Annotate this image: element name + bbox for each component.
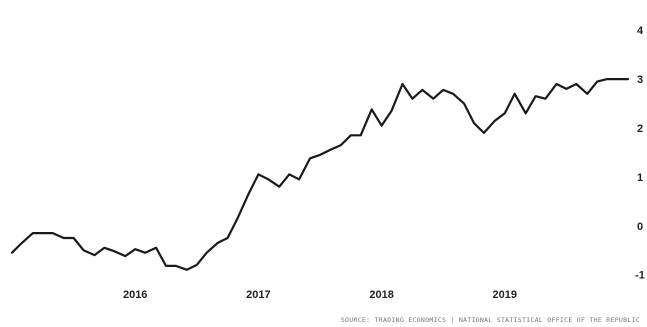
data-point [32,232,34,234]
data-point [278,186,280,188]
y-tick-label: -1 [635,270,645,282]
data-point [186,269,188,271]
data-point [391,110,393,112]
series-line-layer [10,77,630,271]
data-point [175,265,177,267]
data-point [504,112,506,114]
data-point [165,265,167,267]
y-tick-label: 1 [637,172,643,184]
data-point [627,78,629,80]
x-tick-label: 2019 [493,289,517,301]
data-point [442,89,444,91]
data-point [411,98,413,100]
data-point [73,237,75,239]
data-point [575,83,577,85]
y-tick-label: 4 [637,25,644,37]
data-point [196,264,198,266]
series-line [10,77,630,271]
y-tick-label: 2 [637,123,643,135]
data-point [267,178,269,180]
data-point [402,83,404,85]
data-point [248,193,250,195]
data-point [350,134,352,136]
data-point [371,108,373,110]
data-point [565,88,567,90]
data-point [257,173,259,175]
data-point [360,134,362,136]
x-tick-label: 2016 [123,289,147,301]
data-point [52,232,54,234]
data-point [340,144,342,146]
data-point [586,93,588,95]
data-point [494,120,496,122]
data-point [237,217,239,219]
data-point [319,154,321,156]
data-point [21,242,23,244]
data-point [596,81,598,83]
data-point [606,78,608,80]
data-point [217,242,219,244]
data-point [473,122,475,124]
data-point [514,93,516,95]
x-tick-label: 2018 [369,289,393,301]
y-tick-label: 3 [637,74,643,86]
data-point [421,89,423,91]
data-point [113,250,115,252]
data-point [124,255,126,257]
data-point [525,112,527,114]
data-point [432,98,434,100]
data-point [11,252,13,254]
data-point [298,178,300,180]
y-axis-ticks: 4 3 2 1 0 -1 [635,25,645,282]
data-point [617,78,619,80]
data-point [545,98,547,100]
y-tick-label: 0 [637,221,643,233]
data-point [155,247,157,249]
data-point [103,247,105,249]
data-point [288,173,290,175]
data-point [329,149,331,151]
data-point [463,103,465,105]
data-point [535,95,537,97]
data-point [42,232,44,234]
data-point [94,254,96,256]
data-point [134,248,136,250]
data-point [556,83,558,85]
data-point [83,249,85,251]
data-point [309,157,311,159]
data-point [206,252,208,254]
data-point [63,237,65,239]
source-note: SOURCE: TRADING ECONOMICS | NATIONAL STA… [341,316,640,324]
x-axis-ticks: 2016 2017 2018 2019 [123,289,517,301]
data-point [227,237,229,239]
data-point [381,125,383,127]
data-point [483,132,485,134]
data-point [452,93,454,95]
x-tick-label: 2017 [246,289,270,301]
data-point [144,252,146,254]
